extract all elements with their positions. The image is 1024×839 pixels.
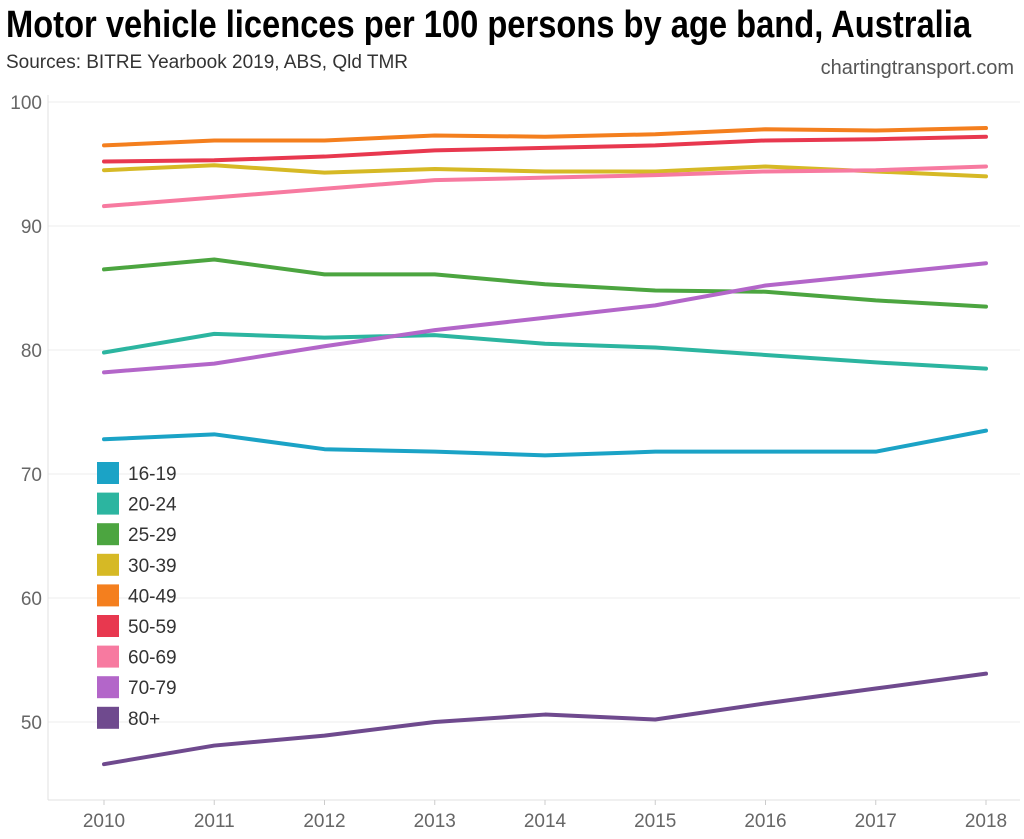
x-tick-label: 2016 <box>744 811 786 832</box>
x-tick-label: 2011 <box>194 811 235 832</box>
series-line-50-59 <box>102 134 988 164</box>
series-line-16-19 <box>102 428 988 458</box>
x-tick-label: 2013 <box>414 811 456 832</box>
y-tick-label: 80 <box>21 341 42 362</box>
y-tick-label: 70 <box>21 465 42 486</box>
legend-label: 70-79 <box>128 678 177 699</box>
x-tick-label: 2010 <box>83 811 125 832</box>
y-tick-label: 100 <box>10 93 42 114</box>
x-tick-label: 2015 <box>634 811 676 832</box>
legend-label: 60-69 <box>128 648 177 669</box>
chart-subtitle: Sources: BITRE Yearbook 2019, ABS, Qld T… <box>6 52 409 73</box>
legend-swatch <box>97 584 119 607</box>
chart-credit: chartingtransport.com <box>820 57 1014 79</box>
legend-swatch <box>97 523 119 546</box>
series-line-70-79 <box>102 261 988 375</box>
legend-label: 40-49 <box>128 586 177 607</box>
legend-label: 25-29 <box>128 525 177 546</box>
legend-swatch <box>97 492 119 515</box>
x-tick-label: 2018 <box>965 811 1007 832</box>
series-line-80+ <box>102 671 988 767</box>
legend-swatch <box>97 676 119 699</box>
series-line-60-69 <box>102 164 988 209</box>
series-line-40-49 <box>102 126 988 148</box>
legend-label: 80+ <box>128 709 160 730</box>
legend-label: 16-19 <box>128 464 177 485</box>
legend-swatch <box>97 553 119 576</box>
chart-title: Motor vehicle licences per 100 persons b… <box>6 4 972 46</box>
y-tick-label: 60 <box>21 589 42 610</box>
x-tick-label: 2017 <box>855 811 897 832</box>
legend-label: 30-39 <box>128 556 177 577</box>
x-tick-label: 2012 <box>303 811 345 832</box>
legend-swatch <box>97 615 119 637</box>
y-tick-label: 90 <box>21 217 42 238</box>
y-tick-label: 50 <box>21 713 42 734</box>
legend-swatch <box>97 645 119 668</box>
series-line-25-29 <box>102 257 988 309</box>
x-tick-label: 2014 <box>524 811 567 832</box>
legend-swatch <box>97 462 119 484</box>
legend-label: 20-24 <box>128 495 177 516</box>
series-line-20-24 <box>102 331 988 371</box>
legend-label: 50-59 <box>128 617 177 638</box>
legend-swatch <box>97 706 119 729</box>
